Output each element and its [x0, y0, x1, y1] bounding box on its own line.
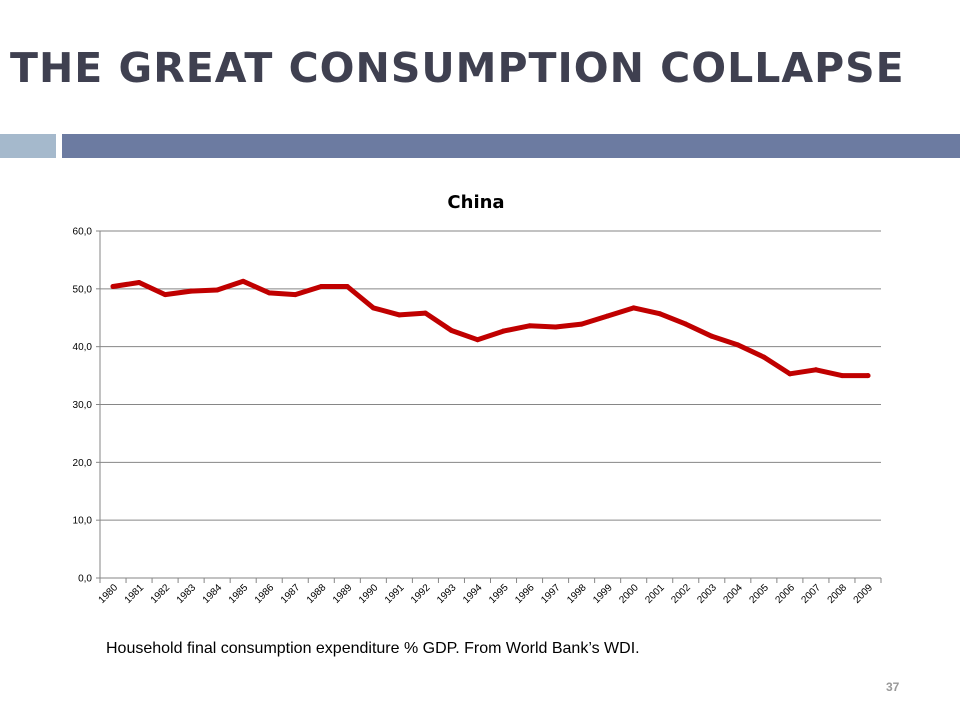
data-point — [292, 292, 298, 298]
data-point — [761, 354, 767, 360]
chart-caption: Household final consumption expenditure … — [106, 640, 640, 657]
x-tick-label: 1986 — [253, 582, 277, 606]
y-tick-label: 0,0 — [78, 574, 92, 585]
x-axis-ticks: 1980 1981 1982 1983 1984 1985 1986 1987 1988 1989… — [97, 582, 876, 606]
data-point — [787, 371, 793, 377]
data-point — [422, 310, 428, 316]
x-tick-label: 1993 — [435, 582, 459, 606]
data-point — [110, 284, 116, 290]
data-point — [136, 279, 142, 285]
series-line — [110, 278, 871, 379]
x-tick-label: 1999 — [591, 582, 615, 606]
data-point — [865, 373, 871, 379]
x-tick-label: 1990 — [357, 582, 381, 606]
y-tick-label: 30,0 — [73, 400, 93, 411]
data-point — [527, 323, 533, 329]
x-tick-label: 2003 — [695, 582, 719, 606]
y-tick-label: 50,0 — [73, 284, 93, 295]
x-tick-label: 2008 — [826, 582, 850, 606]
data-point — [474, 337, 480, 343]
x-tick-label: 1981 — [123, 582, 147, 606]
x-tick-label: 1980 — [97, 582, 121, 606]
data-point — [813, 367, 819, 373]
data-point — [448, 327, 454, 333]
data-point — [839, 373, 845, 379]
y-tick-label: 60,0 — [73, 227, 93, 238]
x-tick-label: 1998 — [565, 582, 589, 606]
x-tick-label: 2001 — [643, 582, 667, 606]
data-point — [344, 284, 350, 290]
y-tick-label: 10,0 — [73, 516, 93, 527]
data-point — [266, 290, 272, 296]
slide-title: THE GREAT CONSUMPTION COLLAPSE — [10, 44, 905, 92]
y-tick-label: 20,0 — [73, 458, 93, 469]
data-point — [318, 284, 324, 290]
chart-gridlines — [96, 230, 882, 583]
x-tick-label: 2006 — [773, 582, 797, 606]
data-point — [162, 292, 168, 298]
x-tick-label: 2009 — [852, 582, 876, 606]
data-point — [605, 313, 611, 319]
data-point — [735, 342, 741, 348]
data-point — [657, 311, 663, 317]
x-tick-label: 1994 — [461, 582, 485, 606]
data-point — [631, 305, 637, 311]
x-tick-label: 1996 — [513, 582, 537, 606]
x-tick-label: 1995 — [487, 582, 511, 606]
x-tick-label: 2000 — [617, 582, 641, 606]
data-point — [553, 324, 559, 330]
header-accent-bar-left — [0, 134, 56, 158]
data-point — [188, 288, 194, 294]
x-tick-label: 1988 — [305, 582, 329, 606]
y-axis-ticks: 0,0 10,0 20,0 30,0 40,0 50,0 60,0 — [73, 227, 93, 585]
x-tick-label: 1984 — [201, 582, 225, 606]
data-point — [683, 321, 689, 327]
x-tick-label: 2007 — [800, 582, 824, 606]
header-accent-bar-right — [62, 134, 960, 158]
data-point — [370, 305, 376, 311]
x-tick-label: 1982 — [149, 582, 173, 606]
x-tick-label: 2002 — [669, 582, 693, 606]
x-tick-label: 2004 — [721, 582, 745, 606]
chart-series — [110, 278, 871, 379]
x-tick-label: 1997 — [539, 582, 563, 606]
data-point — [396, 312, 402, 318]
data-point — [501, 328, 507, 334]
x-tick-label: 1987 — [279, 582, 303, 606]
x-tick-label: 1991 — [383, 582, 407, 606]
chart-title: China — [447, 192, 504, 213]
x-tick-label: 1985 — [227, 582, 251, 606]
data-point — [214, 287, 220, 293]
x-tick-label: 1992 — [409, 582, 433, 606]
y-tick-label: 40,0 — [73, 342, 93, 353]
x-tick-label: 1989 — [331, 582, 355, 606]
data-point — [240, 278, 246, 284]
x-tick-label: 2005 — [747, 582, 771, 606]
data-point — [579, 321, 585, 327]
page-number: 37 — [886, 680, 900, 694]
x-tick-label: 1983 — [175, 582, 199, 606]
data-point — [709, 333, 715, 339]
